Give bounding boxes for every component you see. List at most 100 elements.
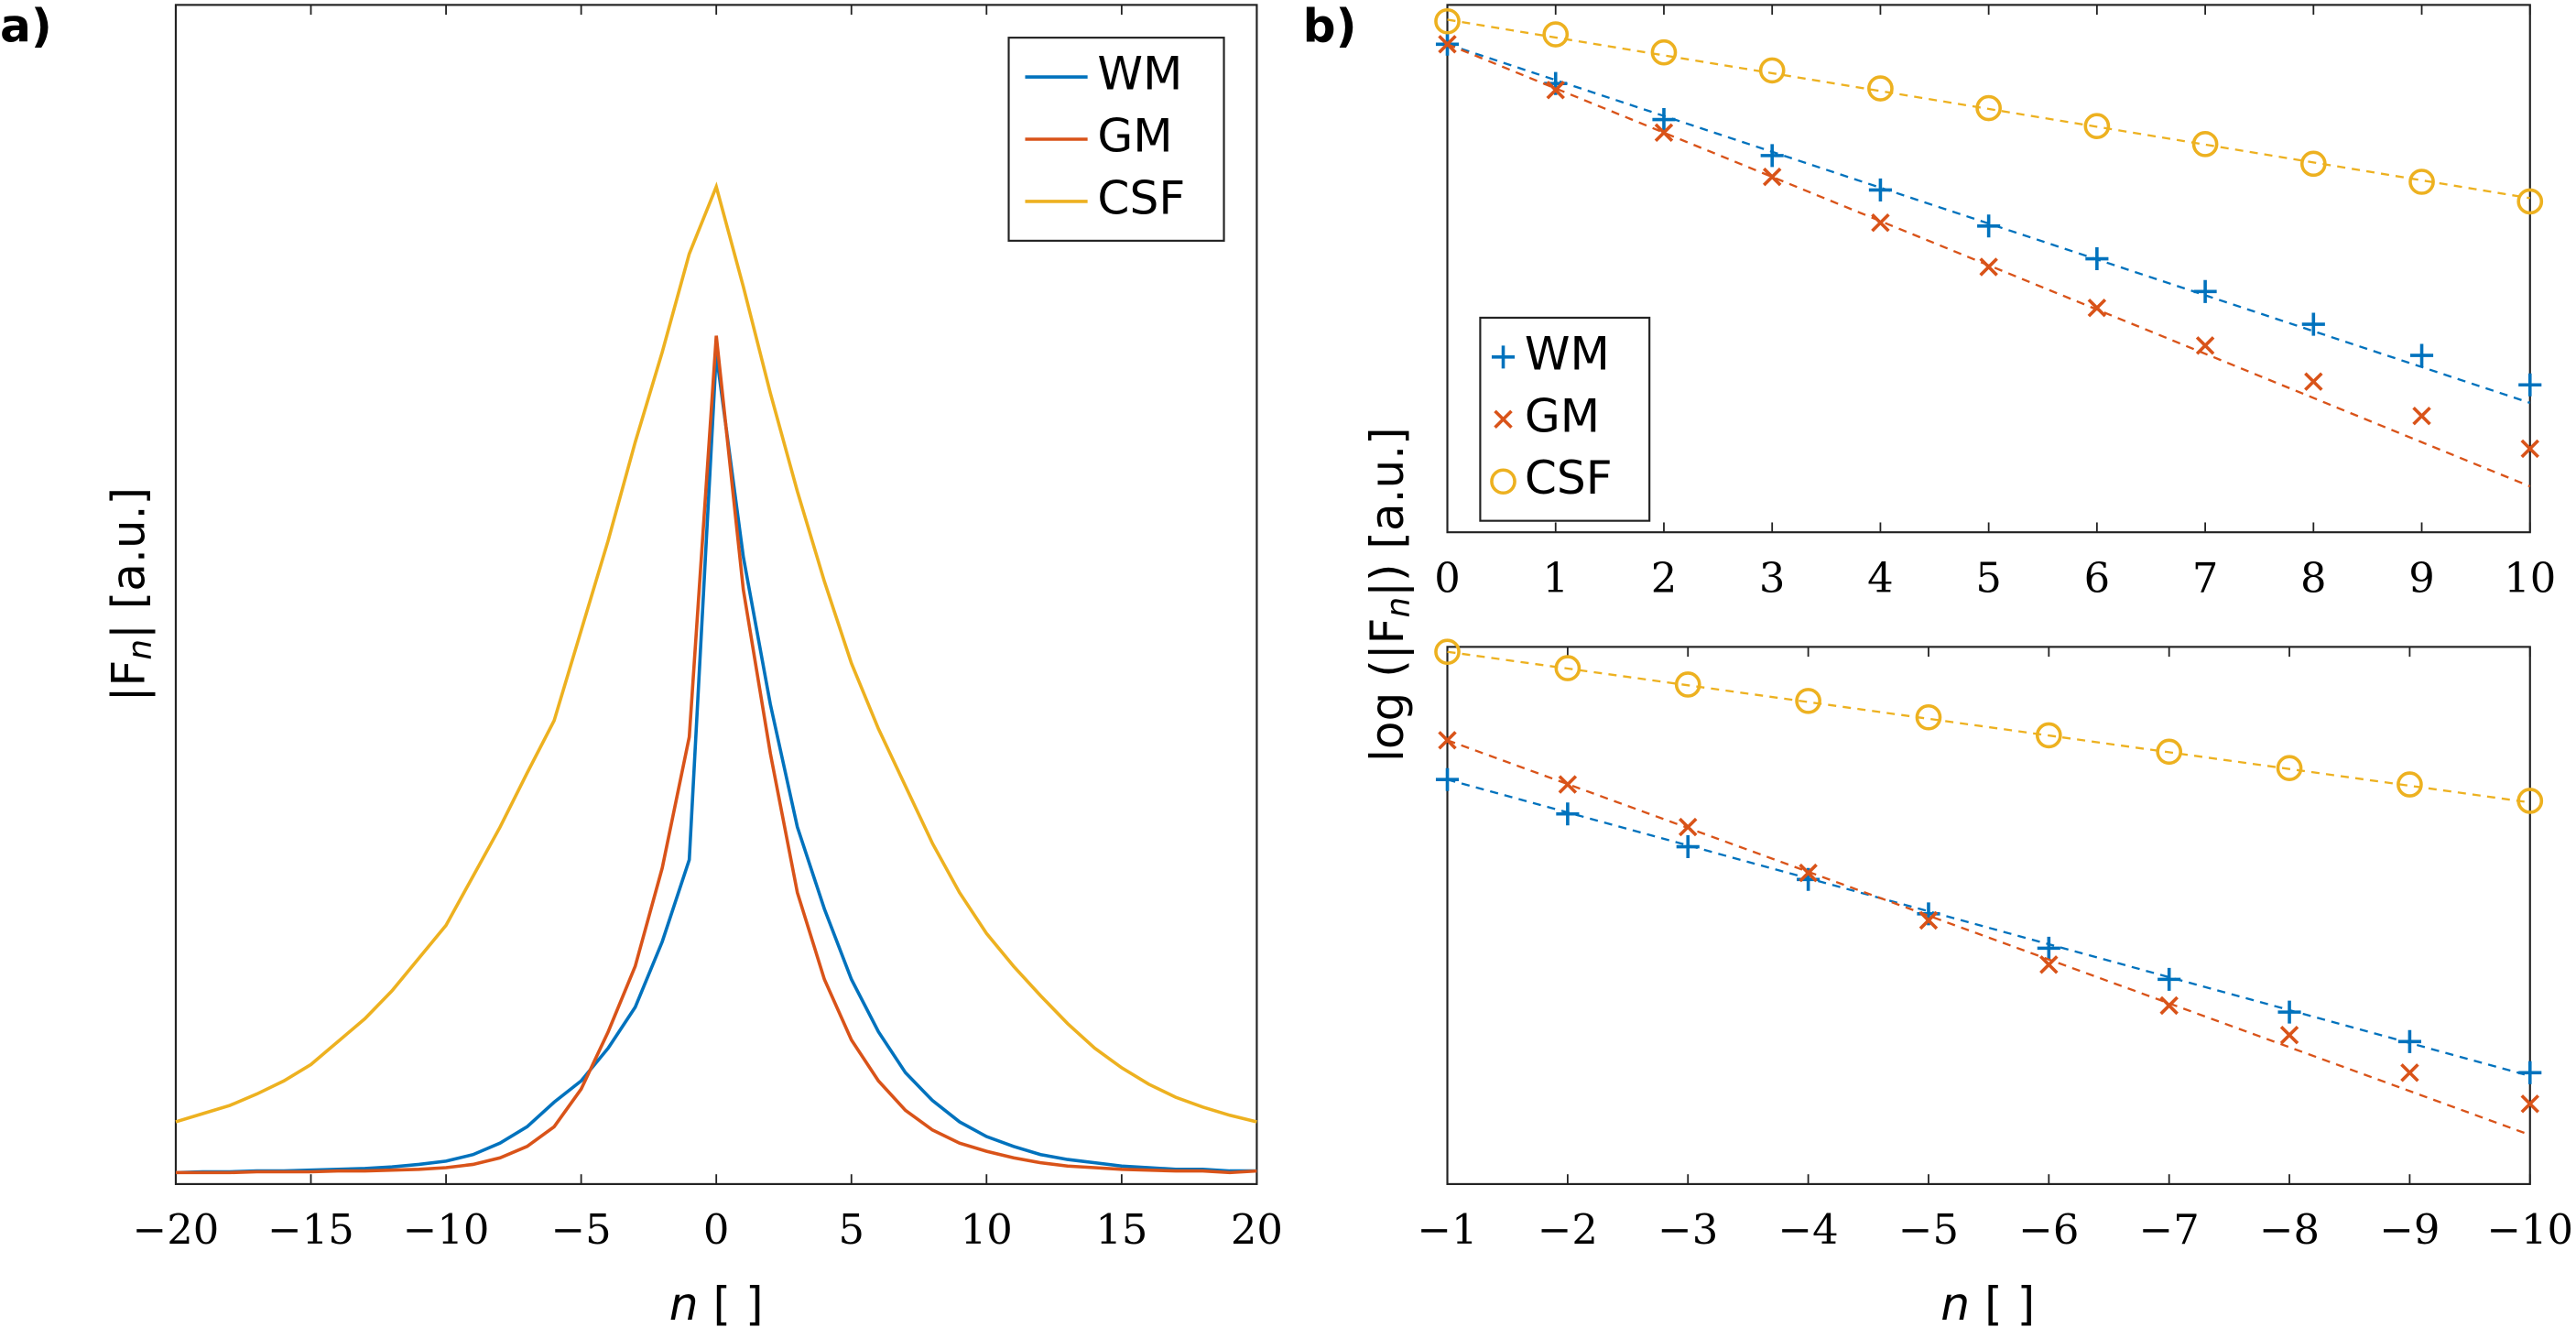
fit-line [1447, 43, 2531, 488]
marker [2191, 131, 2219, 158]
legend-swatch [1494, 409, 1513, 429]
legend-swatch [1491, 345, 1516, 369]
x-tick-label: 0 [703, 1205, 730, 1254]
legend-label: GM [1525, 388, 1600, 442]
x-tick-label: 5 [1975, 553, 2002, 602]
x-axis-label-var: n [1940, 1277, 1970, 1331]
x-tick-label: −15 [267, 1205, 354, 1254]
x-axis-label-unit: [ ] [1970, 1277, 2035, 1331]
marker [1678, 817, 1698, 837]
panel-label: b) [1303, 0, 1357, 53]
marker [1915, 703, 1942, 731]
legend-label: CSF [1525, 451, 1613, 505]
marker [2193, 279, 2217, 303]
marker [2520, 439, 2540, 459]
marker [2156, 738, 2183, 766]
marker [1434, 638, 1461, 666]
x-tick-label: −1 [1417, 1205, 1477, 1254]
marker [2520, 1094, 2540, 1114]
marker [2279, 1025, 2299, 1045]
marker [1554, 655, 1581, 681]
x-tick-label: 9 [2408, 553, 2435, 602]
marker [1868, 178, 1892, 201]
marker [1654, 123, 1674, 143]
marker [1918, 910, 1939, 930]
x-tick-label: −7 [2139, 1205, 2200, 1254]
y-axis-label-sub: n [121, 639, 158, 660]
x-tick-label: 6 [2084, 553, 2111, 602]
x-tick-label: −3 [1658, 1205, 1718, 1254]
marker [2277, 1000, 2301, 1024]
fit-line [1447, 739, 2531, 1137]
marker [1558, 775, 1578, 794]
y-axis-label-part: |F [101, 660, 155, 702]
marker [2158, 967, 2181, 991]
marker [1795, 688, 1821, 714]
x-tick-label: 15 [1095, 1205, 1147, 1254]
marker [2276, 755, 2303, 781]
x-axis-label-var: n [669, 1277, 699, 1331]
marker [1434, 7, 1461, 35]
x-tick-label: −10 [2486, 1205, 2573, 1254]
x-tick-label: 1 [1542, 553, 1569, 602]
fit-line [1447, 43, 2531, 405]
marker [2516, 788, 2544, 814]
x-tick-label: −4 [1778, 1205, 1839, 1254]
x-tick-label: 10 [2504, 553, 2556, 602]
legend-label: WM [1097, 47, 1182, 101]
x-axis-label: n [ ] [669, 1277, 764, 1331]
marker [2408, 169, 2435, 195]
x-tick-label: −2 [1538, 1205, 1598, 1254]
x-tick-label: −10 [403, 1205, 490, 1254]
legend-label: CSF [1097, 171, 1185, 225]
marker [2397, 771, 2423, 798]
plot-frame [1446, 646, 2531, 1185]
x-tick-label: −8 [2259, 1205, 2320, 1254]
marker [2516, 188, 2544, 215]
y-axis-label: |Fn| [a.u.] [101, 487, 158, 702]
y-axis-label-part: |) [a.u.] [1359, 427, 1413, 597]
marker [1674, 671, 1701, 698]
marker [2299, 150, 2327, 178]
x-tick-label: 10 [961, 1205, 1013, 1254]
fit-line [1447, 650, 2530, 804]
x-tick-label: 4 [1867, 553, 1894, 602]
line-series [175, 335, 1257, 1175]
marker [1975, 94, 2002, 122]
x-tick-label: −5 [551, 1205, 612, 1254]
marker [1977, 214, 2001, 238]
y-axis-label-sub: n [1379, 597, 1417, 618]
x-tick-label: 8 [2300, 553, 2327, 602]
marker [2083, 113, 2111, 139]
marker [1438, 731, 1457, 750]
marker [2085, 247, 2109, 271]
x-tick-label: 0 [1434, 553, 1461, 602]
marker [1650, 38, 1678, 66]
y-axis-label: log (|Fn|) [a.u.] [1359, 427, 1417, 762]
marker [1556, 802, 1580, 826]
marker [2195, 336, 2215, 355]
legend-label: WM [1525, 326, 1610, 380]
marker [1435, 767, 1460, 791]
marker [1762, 167, 1782, 187]
marker [1760, 144, 1784, 168]
legend-swatch [1490, 468, 1516, 495]
legend-label: GM [1097, 109, 1172, 163]
marker [2412, 407, 2431, 426]
marker [1676, 835, 1700, 859]
fit-line [1447, 18, 2530, 200]
x-axis-label-unit: [ ] [699, 1277, 764, 1331]
legend-box [1479, 316, 1651, 522]
x-tick-label: 5 [838, 1205, 864, 1254]
marker [2035, 722, 2062, 749]
x-tick-label: 3 [1759, 553, 1786, 602]
marker [2518, 1061, 2542, 1084]
marker [1542, 21, 1570, 48]
marker [1867, 75, 1894, 102]
marker [1546, 81, 1565, 100]
x-tick-label: −5 [1898, 1205, 1959, 1254]
marker [2037, 936, 2060, 960]
x-tick-label: 2 [1651, 553, 1678, 602]
